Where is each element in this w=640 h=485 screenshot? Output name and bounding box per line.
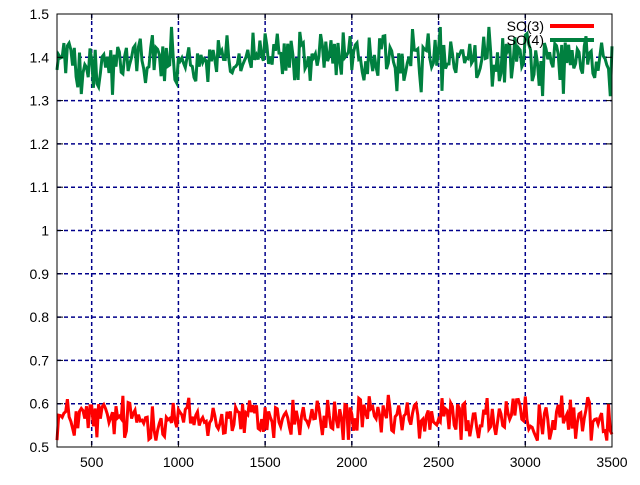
- legend-label: SO(4): [507, 32, 544, 48]
- y-tick-label: 1.2: [30, 136, 50, 152]
- y-tick-label: 1.1: [30, 179, 50, 195]
- y-tick-label: 0.6: [30, 396, 50, 412]
- y-tick-label: 0.9: [30, 266, 50, 282]
- tick-layer: 500 1000 1500 2000 2500 3000 3500 0.5 0.6 0.7 0.8 0…: [30, 6, 628, 470]
- series-layer: [55, 26, 614, 443]
- series-line-1: [55, 26, 614, 97]
- y-tick-label: 0.5: [30, 439, 50, 455]
- y-tick-label: 0.8: [30, 309, 50, 325]
- x-tick-label: 2500: [423, 454, 454, 470]
- x-tick-label: 500: [80, 454, 104, 470]
- y-tick-label: 1.4: [30, 49, 50, 65]
- y-tick-label: 0.7: [30, 352, 50, 368]
- x-tick-label: 1500: [250, 454, 281, 470]
- y-tick-label: 1.5: [30, 6, 50, 22]
- y-tick-label: 1: [41, 223, 49, 239]
- x-tick-label: 3000: [510, 454, 541, 470]
- series-line-0: [55, 394, 614, 443]
- x-tick-label: 3500: [596, 454, 627, 470]
- x-tick-label: 1000: [163, 454, 194, 470]
- legend-label: SO(3): [507, 18, 544, 34]
- y-tick-label: 1.3: [30, 93, 50, 109]
- x-tick-label: 2000: [336, 454, 367, 470]
- legend: SO(3)SO(4): [507, 18, 594, 48]
